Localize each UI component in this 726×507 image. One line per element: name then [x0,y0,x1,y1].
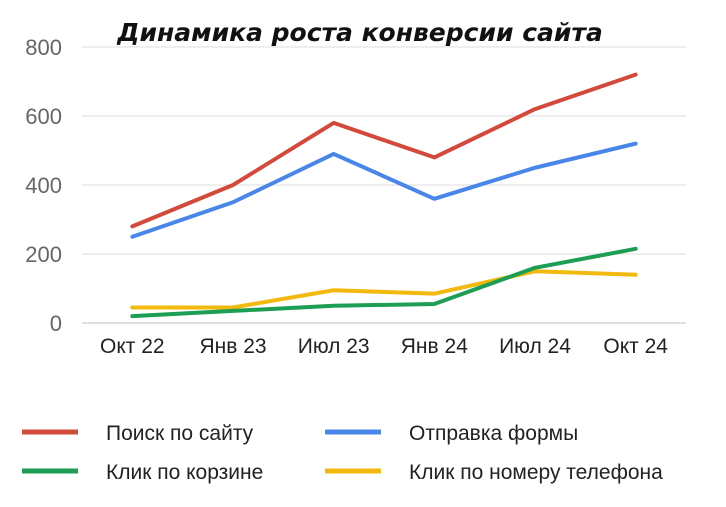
chart-title: Динамика роста конверсии сайта [116,18,603,47]
x-tick-label: Окт 22 [100,335,165,358]
series-line-3 [130,246,638,319]
series-line-1 [130,72,638,229]
x-tick-label: Июл 23 [298,335,370,358]
legend-item: Клик по корзине [22,461,263,484]
legend-item: Клик по номеру телефона [325,461,663,484]
y-tick-label: 0 [50,311,62,336]
series-line-4 [130,269,638,310]
x-tick-label: Янв 23 [199,335,266,358]
x-tick-label: Янв 24 [401,335,468,358]
legend-item: Поиск по сайту [22,422,254,445]
y-tick-label: 600 [25,104,62,129]
series-line-2 [130,141,638,239]
legend-label: Клик по корзине [106,461,263,484]
legend-label: Поиск по сайту [106,422,254,445]
y-tick-label: 200 [25,242,62,267]
y-tick-label: 400 [25,173,62,198]
legend-label: Отправка формы [409,422,578,445]
legend-item: Отправка формы [325,422,578,445]
x-tick-label: Июл 24 [499,335,571,358]
x-tick-label: Окт 24 [603,335,668,358]
legend-label: Клик по номеру телефона [409,461,663,484]
y-tick-label: 800 [25,35,62,60]
